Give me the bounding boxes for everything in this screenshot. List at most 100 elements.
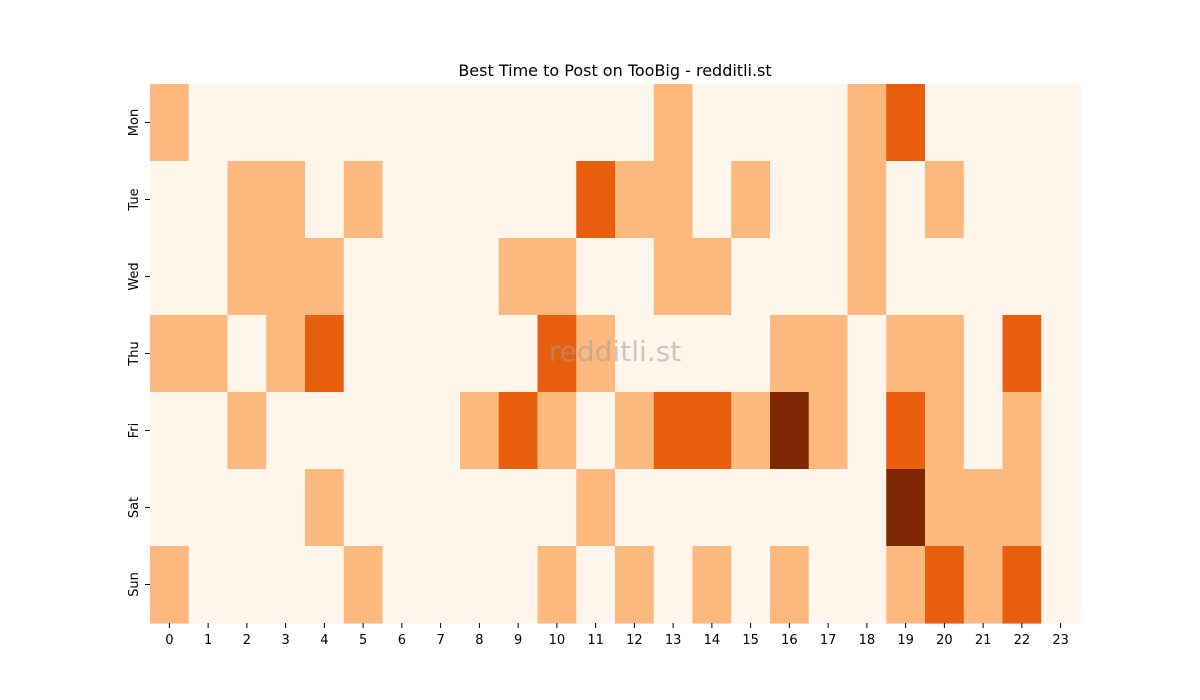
heatmap-cell-sun-16 [770,546,810,624]
heatmap-cell-wed-21 [963,238,1004,316]
heatmap-cell-tue-8 [460,161,500,239]
x-tick-label: 15 [742,633,759,648]
heatmap-cell-sun-13 [653,546,694,624]
heatmap-cell-mon-19 [886,84,926,162]
heatmap-cell-wed-15 [731,238,771,316]
heatmap-cell-tue-15 [731,161,771,239]
heatmap-cell-tue-21 [963,161,1004,239]
heatmap-cell-thu-6 [382,315,422,393]
heatmap-cell-sat-9 [498,469,539,547]
heatmap-cell-sat-0 [150,469,190,547]
x-tick-label: 10 [549,633,566,648]
heatmap-cell-wed-17 [808,238,849,316]
heatmap-cell-sun-19 [886,546,926,624]
heatmap-cell-thu-11 [576,315,616,393]
heatmap-cell-wed-6 [382,238,422,316]
y-tick-label: Tue [127,188,142,211]
x-tick-label: 11 [587,633,604,648]
heatmap-cell-tue-6 [382,161,422,239]
heatmap-cell-mon-2 [227,84,267,162]
heatmap-cell-sun-6 [382,546,422,624]
x-tick-label: 7 [436,633,444,648]
heatmap-cell-sun-18 [847,546,887,624]
heatmap-cells [150,84,1081,624]
heatmap-cell-fri-16 [770,392,810,470]
heatmap-cell-sun-5 [343,546,384,624]
heatmap-cell-tue-4 [305,161,345,239]
heatmap-cell-sat-8 [460,469,500,547]
heatmap-cell-mon-23 [1041,84,1081,162]
heatmap-cell-thu-8 [460,315,500,393]
heatmap-cell-sun-20 [925,546,965,624]
heatmap-cell-sun-15 [731,546,771,624]
heatmap-cell-tue-14 [692,161,732,239]
heatmap-cell-sat-19 [886,469,926,547]
heatmap-cell-sun-1 [188,546,229,624]
heatmap-cell-thu-15 [731,315,771,393]
heatmap-cell-mon-11 [576,84,616,162]
x-tick-label: 17 [820,633,837,648]
heatmap-cell-mon-14 [692,84,732,162]
heatmap-cell-sat-6 [382,469,422,547]
heatmap-cell-fri-0 [150,392,190,470]
heatmap-cell-wed-0 [150,238,190,316]
heatmap-cell-thu-14 [692,315,732,393]
heatmap-cell-fri-11 [576,392,616,470]
heatmap-cell-sat-11 [576,469,616,547]
heatmap-cell-sun-22 [1002,546,1042,624]
heatmap-cell-mon-20 [925,84,965,162]
x-tick-label: 5 [359,633,367,648]
heatmap-cell-mon-10 [537,84,577,162]
heatmap-cell-mon-4 [305,84,345,162]
heatmap-cell-wed-11 [576,238,616,316]
y-tick-label: Sat [127,497,142,518]
heatmap-cell-thu-20 [925,315,965,393]
heatmap-cell-tue-13 [653,161,694,239]
x-tick-label: 21 [975,633,992,648]
heatmap-cell-thu-5 [343,315,384,393]
heatmap-cell-thu-18 [847,315,887,393]
heatmap-cell-sun-14 [692,546,732,624]
heatmap-cell-tue-19 [886,161,926,239]
heatmap-cell-sat-16 [770,469,810,547]
heatmap-cell-tue-17 [808,161,849,239]
heatmap-cell-thu-22 [1002,315,1042,393]
heatmap-cell-wed-3 [266,238,306,316]
heatmap-cell-sun-3 [266,546,306,624]
x-tick-label: 18 [859,633,876,648]
heatmap-cell-wed-8 [460,238,500,316]
heatmap-cell-fri-10 [537,392,577,470]
heatmap-cell-sat-12 [615,469,655,547]
heatmap-cell-tue-11 [576,161,616,239]
heatmap-cell-wed-23 [1041,238,1081,316]
heatmap-cell-fri-6 [382,392,422,470]
heatmap-cell-sat-17 [808,469,849,547]
heatmap-cell-tue-9 [498,161,539,239]
y-tick-label: Sun [127,572,142,597]
heatmap-cell-sun-23 [1041,546,1081,624]
heatmap-cell-mon-6 [382,84,422,162]
heatmap-cell-tue-2 [227,161,267,239]
heatmap-cell-thu-0 [150,315,190,393]
heatmap-cell-tue-23 [1041,161,1081,239]
heatmap-cell-mon-7 [421,84,461,162]
heatmap-cell-sun-10 [537,546,577,624]
heatmap-cell-thu-21 [963,315,1004,393]
heatmap-cell-thu-1 [188,315,229,393]
heatmap-cell-sat-4 [305,469,345,547]
heatmap-cell-fri-23 [1041,392,1081,470]
y-tick-label: Mon [127,109,142,136]
x-tick-label: 0 [165,633,173,648]
heatmap-cell-thu-17 [808,315,849,393]
heatmap-cell-mon-21 [963,84,1004,162]
heatmap-cell-tue-10 [537,161,577,239]
heatmap-cell-wed-16 [770,238,810,316]
heatmap-cell-wed-18 [847,238,887,316]
heatmap-cell-sun-11 [576,546,616,624]
heatmap-cell-sat-21 [963,469,1004,547]
heatmap-cell-tue-12 [615,161,655,239]
heatmap-cell-fri-17 [808,392,849,470]
heatmap-cell-wed-10 [537,238,577,316]
heatmap-cell-wed-12 [615,238,655,316]
heatmap-cell-thu-13 [653,315,694,393]
